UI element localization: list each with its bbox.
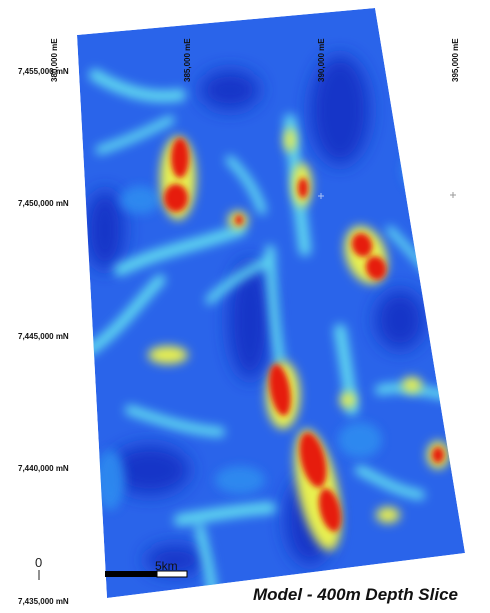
grid-crosses [318, 193, 324, 199]
map-title: Model - 400m Depth Slice [253, 585, 458, 604]
northing-labels: 7,455,000 mN 7,450,000 mN 7,445,000 mN 7… [18, 67, 69, 606]
easting-label: 395,000 mE [451, 38, 460, 82]
northing-label: 7,450,000 mN [18, 199, 69, 208]
north-arrow-label: 0 [35, 555, 42, 570]
scale-bar-label: 5km [155, 559, 178, 573]
scale-bar-segment [105, 571, 157, 577]
northing-label: 7,435,000 mN [18, 597, 69, 606]
scale-bar-segment-light [156, 570, 188, 578]
easting-label: 390,000 mE [317, 38, 326, 82]
scale-bar: 5km [105, 559, 188, 578]
easting-label: 385,000 mE [183, 38, 192, 82]
low-anomalies [85, 55, 425, 575]
resistivity-model-raster [77, 8, 465, 598]
northing-label: 7,445,000 mN [18, 332, 69, 341]
northing-label: 7,440,000 mN [18, 464, 69, 473]
high-anomaly-cores [164, 138, 444, 532]
north-arrow: 0 [35, 555, 42, 580]
easting-label: 380,000 mE [50, 38, 59, 82]
easting-labels: 380,000 mE 385,000 mE 390,000 mE 395,000… [50, 38, 460, 82]
northing-label: 7,455,000 mN [18, 67, 69, 76]
